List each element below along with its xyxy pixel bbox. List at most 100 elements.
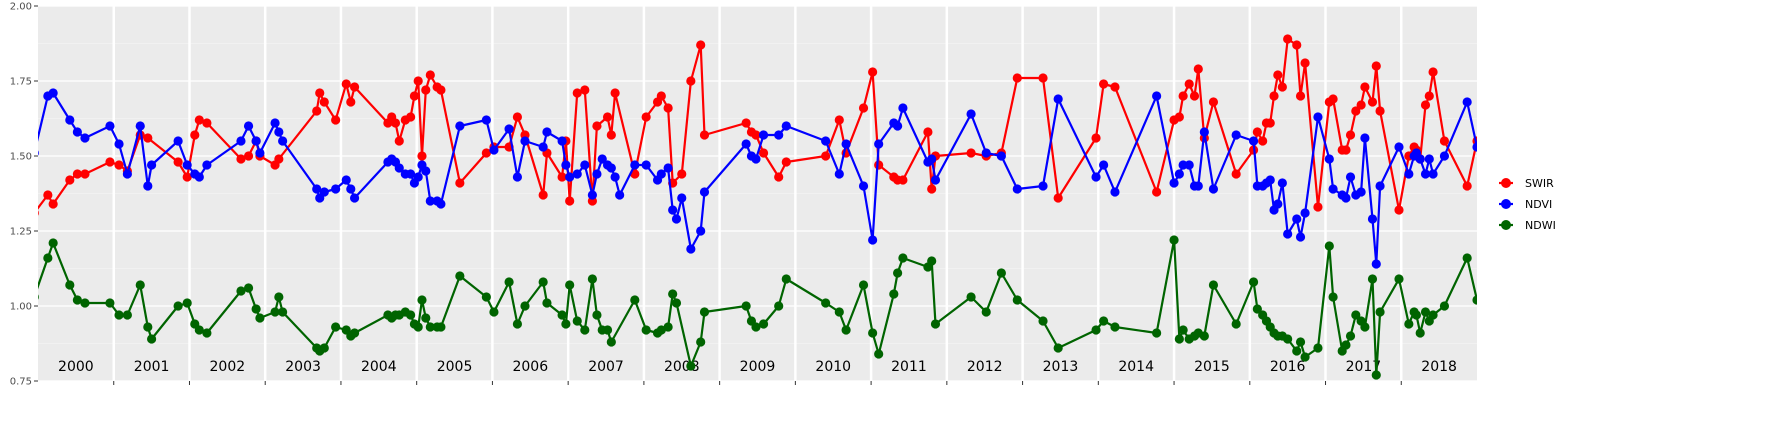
data-point-swir <box>1265 118 1275 128</box>
data-point-swir <box>413 76 423 86</box>
data-point-ndwi <box>349 328 360 338</box>
data-point-swir <box>1038 73 1048 83</box>
data-point-ndvi <box>656 169 666 179</box>
data-point-swir <box>1371 61 1381 71</box>
data-point-ndvi <box>243 121 254 131</box>
data-point-ndwi <box>251 304 261 314</box>
data-point-ndwi <box>1415 328 1425 338</box>
data-point-swir <box>898 175 908 185</box>
data-point-swir <box>1375 106 1385 116</box>
data-point-swir <box>1367 97 1378 107</box>
data-point-swir <box>43 190 53 200</box>
data-point-ndvi <box>1193 181 1203 191</box>
data-point-ndvi <box>48 88 58 98</box>
data-point-ndwi <box>417 295 427 305</box>
data-point-ndvi <box>1472 142 1477 152</box>
data-point-swir <box>677 169 687 179</box>
data-point-ndvi <box>874 139 884 149</box>
data-point-ndvi <box>278 136 288 146</box>
data-point-ndvi <box>1518 154 1527 163</box>
data-point-ndwi <box>868 328 878 338</box>
data-point-ndwi <box>1411 310 1422 320</box>
data-point-ndvi <box>1208 184 1219 194</box>
data-point-ndvi <box>538 142 548 152</box>
data-point-ndvi <box>489 145 499 155</box>
data-point-swir <box>1295 91 1306 101</box>
data-point-ndwi <box>1360 322 1370 332</box>
data-point-ndwi <box>1420 307 1431 317</box>
series-line-swir <box>38 37 1477 212</box>
data-point-swir <box>436 85 446 95</box>
data-point-ndwi <box>1462 253 1472 263</box>
data-point-ndvi <box>1439 151 1450 161</box>
legend-label-swir: SWIR <box>1525 177 1554 190</box>
data-point-ndwi <box>1512 304 1521 313</box>
data-point-swir <box>425 70 435 80</box>
data-point-ndvi <box>641 160 651 170</box>
data-point-swir <box>1053 193 1063 203</box>
data-point-swir <box>874 160 884 170</box>
data-point-swir <box>1091 133 1101 143</box>
data-point-ndvi <box>1404 169 1414 179</box>
data-point-ndvi <box>481 115 491 125</box>
data-point-ndvi <box>630 160 640 170</box>
data-point-swir <box>966 148 976 158</box>
data-point-ndvi <box>927 154 937 164</box>
data-point-ndvi <box>114 139 124 149</box>
data-point-swir <box>1273 70 1283 80</box>
year-label: 2010 <box>815 359 851 375</box>
data-point-ndwi <box>236 286 246 296</box>
data-point-ndvi <box>781 121 791 131</box>
data-point-ndvi <box>1345 172 1356 182</box>
data-point-ndvi <box>557 136 567 146</box>
data-point-swir <box>580 85 590 95</box>
data-point-ndwi <box>182 298 192 308</box>
data-point-ndvi <box>331 184 341 194</box>
data-point-ndvi <box>610 172 620 182</box>
data-point-swir <box>1283 34 1293 44</box>
data-point-ndvi <box>592 169 602 179</box>
data-point-ndvi <box>597 154 607 164</box>
data-point-swir <box>1300 58 1310 68</box>
data-point-ndvi <box>1462 97 1472 107</box>
year-label: 2017 <box>1346 359 1382 375</box>
data-point-ndwi <box>1178 325 1188 335</box>
data-point-ndvi <box>1091 172 1101 182</box>
data-point-swir <box>194 115 204 125</box>
year-label: 2006 <box>512 359 548 375</box>
data-point-ndvi <box>80 133 90 143</box>
data-point-ndvi <box>1394 142 1404 152</box>
data-point-swir <box>202 118 212 128</box>
data-point-ndvi <box>858 181 869 191</box>
data-point-ndvi <box>542 127 552 137</box>
data-point-ndwi <box>1375 307 1385 317</box>
year-label: 2000 <box>58 359 94 375</box>
data-point-swir <box>1420 100 1431 110</box>
data-point-swir <box>80 169 90 179</box>
data-point-swir <box>173 157 183 167</box>
data-point-ndvi <box>981 148 991 158</box>
data-point-swir <box>481 148 491 158</box>
data-point-ndwi <box>927 256 937 266</box>
data-point-ndvi <box>1012 184 1022 194</box>
data-point-ndwi <box>1529 340 1538 349</box>
year-label: 2013 <box>1043 359 1079 375</box>
data-point-ndvi <box>1283 229 1293 239</box>
data-point-ndvi <box>668 205 678 215</box>
data-point-ndwi <box>561 319 571 329</box>
legend-label-ndwi: NDWI <box>1525 219 1556 232</box>
data-point-ndwi <box>758 319 769 329</box>
data-point-ndwi <box>834 307 844 317</box>
data-point-ndvi <box>1504 136 1513 145</box>
data-point-ndvi <box>587 190 597 200</box>
year-label: 2005 <box>437 359 473 375</box>
data-point-ndwi <box>1504 286 1513 295</box>
legend: SWIR NDVI NDWI <box>1499 177 1556 232</box>
data-point-ndwi <box>781 274 791 284</box>
data-point-swir <box>1529 31 1538 40</box>
data-point-ndwi <box>1569 247 1578 256</box>
data-point-ndvi <box>1292 214 1302 224</box>
data-point-ndwi <box>1371 370 1381 380</box>
data-point-ndwi <box>270 307 280 317</box>
data-point-ndvi <box>406 169 416 179</box>
